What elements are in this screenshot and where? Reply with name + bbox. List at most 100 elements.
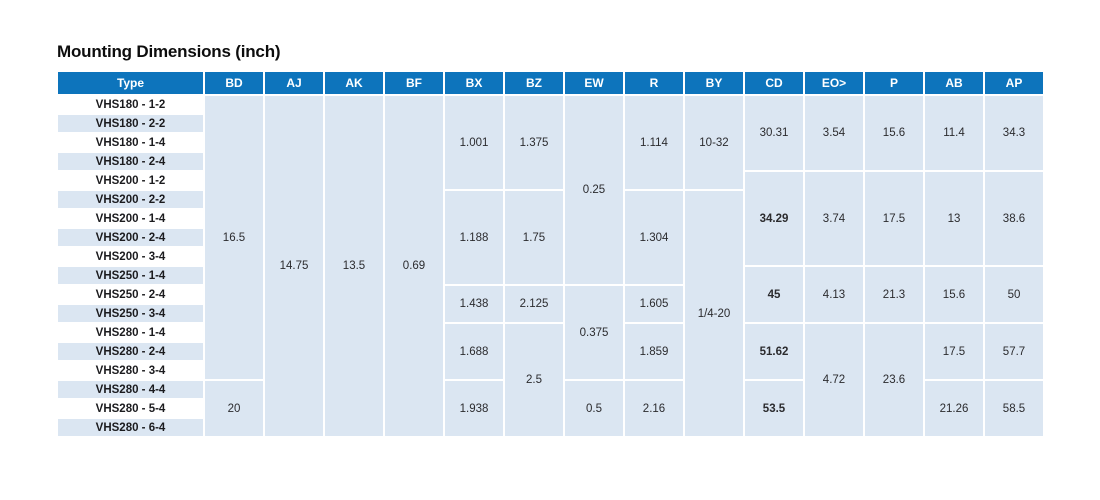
value-cell-ab: 13 xyxy=(924,171,984,266)
table-row: VHS200 - 2-2 1.188 1.75 1.304 1/4-20 xyxy=(57,190,1044,437)
type-cell: VHS250 - 3-4 xyxy=(57,304,204,323)
type-cell: VHS200 - 1-4 xyxy=(57,209,204,228)
value-cell-eo: 3.54 xyxy=(804,95,864,171)
table-row: VHS180 - 1-2 16.5 14.75 13.5 0.69 1.001 1.375 0… xyxy=(57,95,1044,437)
table-row: VHS280 - 4-4 20 1.938 0.5 2.16 53.5 21.26 58.5 xyxy=(57,380,1044,437)
type-cell: VHS280 - 6-4 xyxy=(57,418,204,437)
table-header: Type BD AJ AK BF BX BZ EW R BY CD EO> P AB AP xyxy=(57,71,1044,95)
table-header-row: Type BD AJ AK BF BX BZ EW R BY CD EO> P AB AP xyxy=(57,71,1044,95)
type-cell: VHS200 - 2-2 xyxy=(57,190,204,209)
value-cell-r: 1.859 xyxy=(624,323,684,380)
value-cell-eo: 4.72 xyxy=(804,323,864,437)
value-cell-ab: 15.6 xyxy=(924,266,984,323)
value-cell-r: 1.304 xyxy=(624,190,684,285)
value-cell-eo: 3.74 xyxy=(804,171,864,266)
value-cell-bd: 16.5 xyxy=(204,95,264,380)
value-cell-p: 15.6 xyxy=(864,95,924,171)
column-header-ak: AK xyxy=(324,71,384,95)
column-header-type: Type xyxy=(57,71,204,95)
value-cell-ap: 57.7 xyxy=(984,323,1044,380)
table-row: VHS180 - 2-4 xyxy=(57,152,1044,171)
value-cell-bz: 1.75 xyxy=(504,190,564,285)
value-cell-bx: 1.438 xyxy=(444,285,504,323)
type-cell: VHS280 - 4-4 xyxy=(57,380,204,399)
value-cell-ak: 13.5 xyxy=(324,95,384,437)
table-row: VHS280 - 5-4 xyxy=(57,399,1044,418)
value-cell-ap: 50 xyxy=(984,266,1044,323)
value-cell-bx: 1.938 xyxy=(444,380,504,437)
type-cell: VHS180 - 1-4 xyxy=(57,133,204,152)
table-row: VHS200 - 1-2 34.29 3.74 17.5 13 38.6 xyxy=(57,171,1044,266)
column-header-aj: AJ xyxy=(264,71,324,95)
column-header-r: R xyxy=(624,71,684,95)
value-cell-p: 17.5 xyxy=(864,171,924,266)
value-cell-bx: 1.188 xyxy=(444,190,504,285)
type-cell: VHS280 - 5-4 xyxy=(57,399,204,418)
type-cell: VHS250 - 1-4 xyxy=(57,266,204,285)
value-cell-by: 1/4-20 xyxy=(684,190,744,437)
value-cell-cd: 51.62 xyxy=(744,323,804,380)
type-cell: VHS280 - 3-4 xyxy=(57,361,204,380)
value-cell-r: 1.114 xyxy=(624,95,684,190)
value-cell-p: 21.3 xyxy=(864,266,924,323)
value-cell-bz: 2.125 xyxy=(504,285,564,323)
column-header-by: BY xyxy=(684,71,744,95)
value-cell-ap: 58.5 xyxy=(984,380,1044,437)
table-row: VHS250 - 3-4 xyxy=(57,304,1044,323)
column-header-eo: EO> xyxy=(804,71,864,95)
type-cell: VHS200 - 3-4 xyxy=(57,247,204,266)
column-header-cd: CD xyxy=(744,71,804,95)
column-header-bf: BF xyxy=(384,71,444,95)
value-cell-p: 23.6 xyxy=(864,323,924,437)
table-row: VHS280 - 3-4 xyxy=(57,361,1044,380)
value-cell-ew: 0.25 xyxy=(564,95,624,285)
value-cell-aj: 14.75 xyxy=(264,95,324,437)
type-cell: VHS180 - 1-2 xyxy=(57,95,204,114)
value-cell-ap: 38.6 xyxy=(984,171,1044,266)
type-cell: VHS200 - 1-2 xyxy=(57,171,204,190)
column-header-p: P xyxy=(864,71,924,95)
table-row: VHS280 - 6-4 xyxy=(57,418,1044,437)
table-row: VHS200 - 1-4 xyxy=(57,209,1044,228)
value-cell-ew: 0.375 xyxy=(564,285,624,380)
value-cell-ab: 21.26 xyxy=(924,380,984,437)
value-cell-by: 10-32 xyxy=(684,95,744,190)
value-cell-cd: 34.29 xyxy=(744,171,804,266)
table-body: VHS180 - 1-2 16.5 14.75 13.5 0.69 1.001 1.375 0… xyxy=(57,95,1044,437)
table-row: VHS180 - 2-2 xyxy=(57,114,1044,133)
value-cell-cd: 45 xyxy=(744,266,804,323)
value-cell-ab: 17.5 xyxy=(924,323,984,380)
value-cell-cd: 30.31 xyxy=(744,95,804,171)
value-cell-bz: 1.375 xyxy=(504,95,564,190)
value-cell-ew: 0.5 xyxy=(564,380,624,437)
table-row: VHS250 - 2-4 1.438 2.125 0.375 1.605 xyxy=(57,285,1044,380)
value-cell-bd: 20 xyxy=(204,380,264,437)
column-header-ew: EW xyxy=(564,71,624,95)
type-cell: VHS250 - 2-4 xyxy=(57,285,204,304)
mounting-dimensions-section: Mounting Dimensions (inch) Type BD AJ AK BF B… xyxy=(57,42,1044,437)
table-row: VHS250 - 1-4 45 4.13 21.3 15.6 50 xyxy=(57,266,1044,323)
value-cell-r: 1.605 xyxy=(624,285,684,323)
table-row: VHS280 - 2-4 xyxy=(57,342,1044,361)
column-header-bz: BZ xyxy=(504,71,564,95)
table-row: VHS280 - 1-4 1.688 2.5 1.859 51.62 4.72 23.6 17… xyxy=(57,323,1044,437)
value-cell-bf: 0.69 xyxy=(384,95,444,437)
type-cell: VHS200 - 2-4 xyxy=(57,228,204,247)
type-cell: VHS280 - 2-4 xyxy=(57,342,204,361)
table-row: VHS200 - 3-4 xyxy=(57,247,1044,266)
page-title: Mounting Dimensions (inch) xyxy=(57,42,281,61)
column-header-ap: AP xyxy=(984,71,1044,95)
column-header-bd: BD xyxy=(204,71,264,95)
type-cell: VHS180 - 2-2 xyxy=(57,114,204,133)
value-cell-bz: 2.5 xyxy=(504,323,564,437)
value-cell-bx: 1.001 xyxy=(444,95,504,190)
value-cell-bx: 1.688 xyxy=(444,323,504,380)
value-cell-ap: 34.3 xyxy=(984,95,1044,171)
table-row: VHS200 - 2-4 xyxy=(57,228,1044,247)
column-header-ab: AB xyxy=(924,71,984,95)
value-cell-r: 2.16 xyxy=(624,380,684,437)
column-header-bx: BX xyxy=(444,71,504,95)
type-cell: VHS180 - 2-4 xyxy=(57,152,204,171)
table-row: VHS180 - 1-4 xyxy=(57,133,1044,152)
type-cell: VHS280 - 1-4 xyxy=(57,323,204,342)
